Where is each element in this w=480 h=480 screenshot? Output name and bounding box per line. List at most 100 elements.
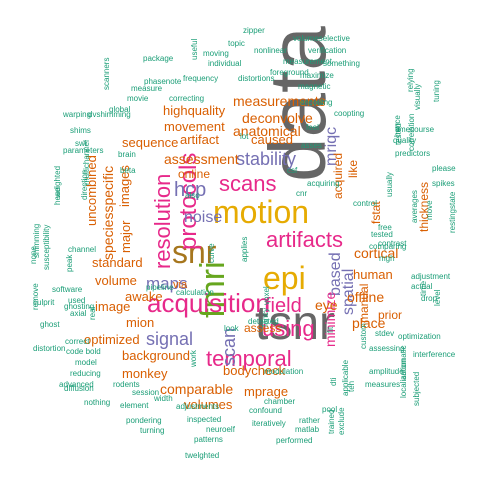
cloud-word: exclude (337, 407, 346, 435)
cloud-word: model (75, 358, 97, 367)
cloud-word: direction (80, 169, 89, 200)
cloud-word: ghost (40, 320, 60, 329)
cloud-word: movement (164, 119, 225, 134)
cloud-word: work (189, 350, 198, 367)
cloud-word: moving (203, 49, 229, 58)
cloud-word: cnr (296, 189, 308, 198)
cloud-word: localization (399, 358, 408, 398)
cloud-word: image (95, 299, 131, 314)
cloud-word: nonlinear (254, 46, 287, 55)
cloud-word: trained (327, 409, 336, 434)
cloud-word: hcp (174, 179, 207, 201)
cloud-word: mgh (379, 254, 395, 263)
cloud-word: field (265, 295, 302, 317)
cloud-word: used (68, 296, 86, 305)
cloud-word: calculation (176, 288, 214, 297)
cloud-word: frequency (183, 74, 219, 83)
cloud-word: feel (306, 123, 319, 132)
cloud-word: snr (172, 234, 217, 270)
cloud-word: prior (378, 308, 403, 322)
cloud-word: useful (190, 38, 199, 60)
cloud-word: assessing (369, 344, 405, 353)
cloud-word: real (88, 306, 97, 320)
cloud-word: scan (219, 327, 239, 366)
cloud-word: adjustment (411, 272, 451, 281)
cloud-word: volumeselective (293, 34, 350, 43)
cloud-word: place (352, 315, 386, 331)
cloud-word: distortion (33, 344, 66, 353)
cloud-word: acquired (331, 152, 345, 199)
cloud-word: element (120, 401, 149, 410)
cloud-word: online (178, 167, 211, 181)
cloud-word: pool (322, 405, 338, 414)
cloud-word: confound (249, 406, 282, 415)
cloud-word: peak (65, 254, 74, 272)
cloud-word: performed (276, 436, 313, 445)
cloud-word: scans (219, 171, 277, 196)
cloud-word: acquisition (147, 288, 270, 318)
cloud-word: correcting (169, 94, 205, 103)
cloud-word: phasenote (144, 77, 182, 86)
cloud-word: patterns (194, 435, 223, 444)
cloud-word: fit (326, 326, 335, 333)
cloud-word: time (419, 280, 428, 296)
cloud-word: individual (208, 59, 242, 68)
cloud-word: averages (410, 190, 419, 223)
cloud-word: swi (75, 139, 87, 148)
cloud-word: move (425, 200, 434, 220)
cloud-word: twelghted (185, 451, 220, 460)
cloud-word: coopting (334, 109, 365, 118)
cloud-word: measure (131, 84, 163, 93)
cloud-word: session (132, 388, 160, 397)
cloud-word: free (378, 223, 392, 232)
cloud-word: cortical (354, 245, 399, 261)
cloud-word: parameters (63, 146, 104, 155)
cloud-word: eye (315, 297, 338, 313)
cloud-word: susceptibility (42, 224, 51, 270)
cloud-word: temporal (206, 346, 292, 371)
cloud-word: movie (127, 94, 149, 103)
cloud-word: channel (68, 245, 97, 254)
cloud-word: offline (347, 289, 385, 305)
cloud-word: turning (140, 426, 165, 435)
cloud-word: level (433, 289, 442, 306)
cloud-word: inspected (187, 415, 222, 424)
cloud-word: global (109, 105, 131, 114)
cloud-word: diffusion (64, 384, 94, 393)
cloud-word: comparing (369, 242, 407, 251)
cloud-word: drop (421, 294, 438, 303)
cloud-word: nothing (84, 398, 111, 407)
cloud-word: bodycheck (223, 363, 286, 378)
cloud-word: caused (251, 132, 293, 147)
cloud-word: look (224, 324, 239, 333)
cloud-word: timecourse (395, 125, 435, 134)
cloud-word: measurement (283, 57, 332, 66)
cloud-word: advanced (59, 380, 94, 389)
cloud-word: asses (301, 141, 322, 150)
cloud-word: major (118, 220, 133, 253)
cloud-word: shims (70, 126, 91, 135)
cloud-word: speciesspecific (100, 165, 116, 260)
cloud-word: comparable (160, 381, 234, 397)
cloud-word: tested (394, 123, 403, 145)
cloud-word: spikes (432, 179, 455, 188)
cloud-word: highquality (163, 103, 226, 118)
cloud-word: volume (95, 273, 137, 288)
cloud-word: reducing (70, 369, 101, 378)
cloud-word: matlab (295, 425, 320, 434)
cloud-word: standard (92, 255, 143, 270)
cloud-word: like (346, 159, 360, 178)
cloud-word: please (432, 164, 456, 173)
cloud-word: actual (411, 282, 433, 291)
cloud-word: verification (308, 46, 347, 55)
cloud-word: quality (393, 136, 417, 145)
cloud-word: deconvolve (242, 110, 313, 126)
cloud-word: motion (213, 194, 310, 230)
cloud-word: magnetic (298, 82, 331, 91)
cloud-word: visually (413, 83, 422, 110)
cloud-word: subjected (412, 371, 421, 406)
cloud-word: scanners (102, 57, 111, 90)
cloud-word: dvshimming (88, 110, 131, 119)
cloud-word: relying (406, 68, 415, 92)
cloud-word: chamber (264, 397, 296, 406)
